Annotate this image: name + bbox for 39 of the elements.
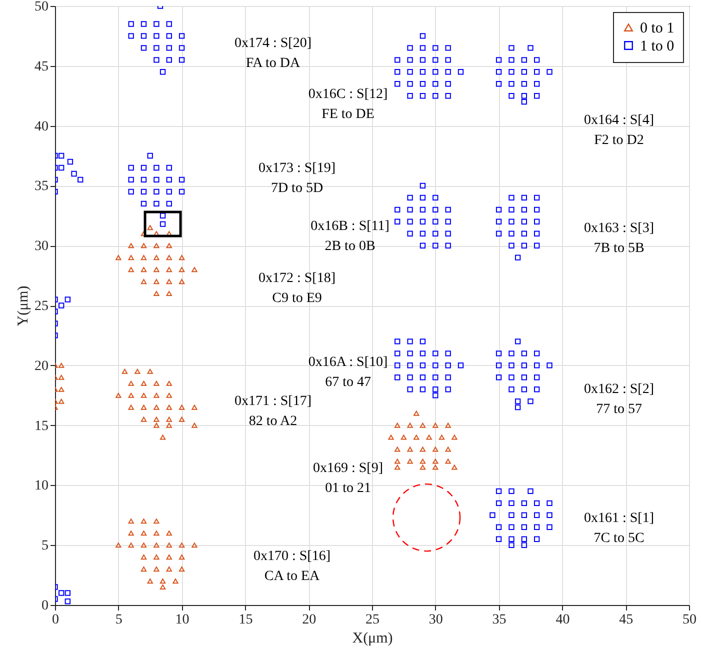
x-tick-label: 20 — [302, 612, 316, 628]
x-tick-label: 10 — [175, 612, 190, 628]
y-tick-label: 5 — [42, 538, 48, 554]
y-tick-label: 40 — [34, 119, 48, 134]
legend-label: 0 to 1 — [640, 20, 674, 36]
x-tick-label: 45 — [619, 612, 634, 628]
y-tick-label: 20 — [34, 358, 48, 374]
x-tick-label: 50 — [682, 612, 696, 628]
legend-label: 1 to 0 — [640, 38, 674, 54]
x-axis-title: X(μm) — [352, 630, 393, 646]
x-tick-label: 35 — [492, 612, 506, 628]
x-tick-label: 5 — [115, 612, 122, 628]
annotation: 0x163 : S[3] 7B to 5B — [584, 221, 654, 256]
annotation: 0x161 : S[1] 7C to 5C — [584, 511, 654, 546]
y-tick-label: 15 — [34, 418, 48, 434]
annotation: 0x16C : S[12] FE to DE — [308, 87, 388, 122]
y-tick-label: 45 — [34, 59, 48, 74]
annotation: 0x162 : S[2] 77 to 57 — [584, 382, 654, 417]
x-tick-label: 0 — [52, 612, 59, 628]
x-tick-label: 15 — [238, 612, 253, 628]
y-axis-title: Y(μm) — [16, 286, 32, 326]
annotation: 0x164 : S[4] F2 to D2 — [584, 113, 654, 148]
annotation: 0x173 : S[19] 7D to 5D — [258, 161, 336, 196]
y-tick-label: 25 — [34, 299, 48, 314]
y-tick-label: 30 — [34, 239, 48, 254]
annotation: 0x172 : S[18] C9 to E9 — [258, 271, 336, 306]
x-tick-label: 25 — [366, 612, 380, 628]
y-tick-label: 50 — [34, 0, 48, 14]
annotation: 0x16A : S[10] 67 to 47 — [308, 355, 388, 390]
annotation: 0x16B : S[11] 2B to 0B — [310, 219, 390, 254]
annotation: 0x174 : S[20] FA to DA — [234, 36, 312, 71]
x-tick-label: 30 — [428, 612, 443, 628]
annotation: 0x169 : S[9] 01 to 21 — [313, 461, 383, 496]
y-tick-label: 35 — [34, 179, 48, 194]
annotation: 0x170 : S[16] CA to EA — [254, 549, 330, 584]
y-tick-label: 10 — [34, 478, 48, 494]
x-tick-label: 40 — [556, 612, 570, 628]
y-tick-label: 0 — [42, 598, 48, 614]
annotation: 0x171 : S[17] 82 to A2 — [234, 394, 312, 429]
